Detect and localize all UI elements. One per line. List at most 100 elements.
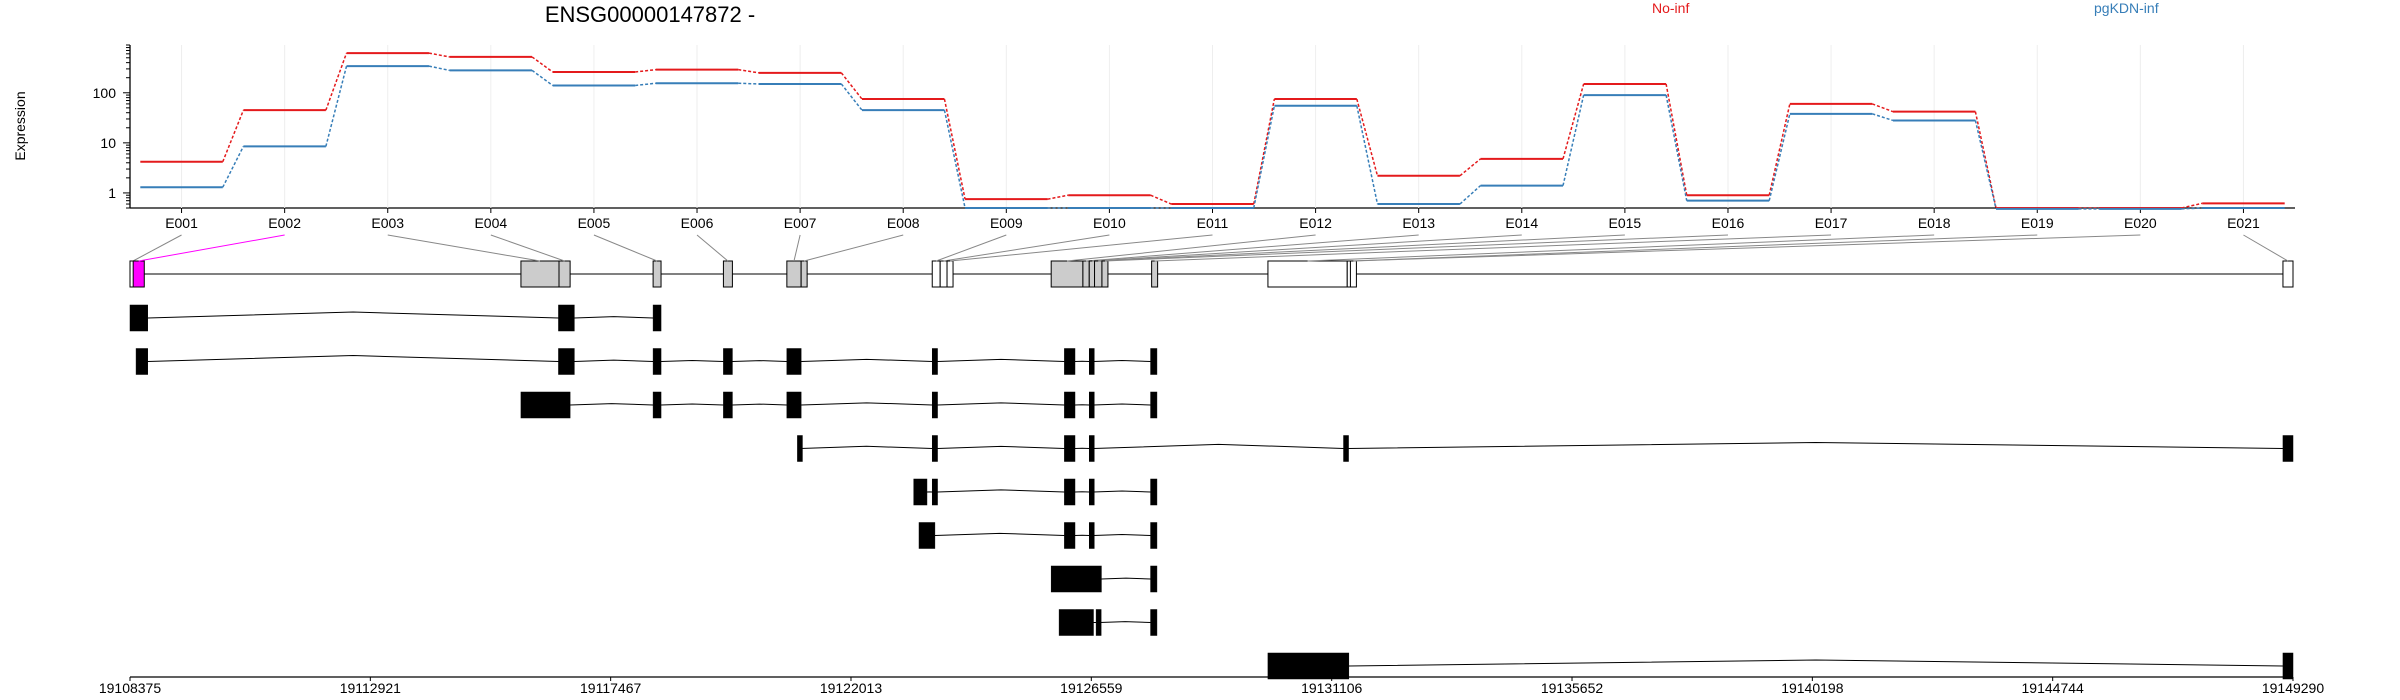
transcript-exon: [1064, 348, 1076, 375]
gene-model-exon: [1101, 260, 1109, 288]
series-0-connector: [1253, 98, 1276, 205]
genomic-tick-label: 19140198: [1781, 680, 1844, 696]
transcript-exon: [931, 435, 938, 462]
gene-model-exon: [652, 260, 662, 288]
exon-tick-label: E002: [268, 215, 301, 231]
series-0-connector: [2181, 202, 2203, 209]
legend-no-inf: No-inf: [1652, 0, 1690, 16]
exon-connector-line: [1092, 234, 1522, 262]
transcript-intron: [1348, 441, 2283, 449]
transcript-exon: [913, 478, 928, 506]
exon-connector-line: [1066, 234, 1316, 262]
series-0-connector: [635, 68, 656, 73]
gene-model-exon: [1349, 260, 1357, 288]
series-0-connector: [1768, 103, 1791, 196]
transcript-intron: [937, 489, 1065, 493]
exon-tick-label: E010: [1093, 215, 1126, 231]
series-0-connector: [1974, 111, 1997, 209]
transcript-exon: [652, 391, 662, 419]
series-1-connector: [1356, 105, 1379, 205]
transcript-exon: [2282, 652, 2294, 680]
transcript-exon: [723, 391, 733, 419]
series-1-connector: [222, 146, 245, 188]
exon-connector-line: [1307, 234, 1935, 262]
transcript-intron: [937, 445, 1065, 449]
exon-tick-label: E017: [1815, 215, 1848, 231]
exon-tick-label: E005: [578, 215, 611, 231]
series-0-connector: [1665, 83, 1688, 196]
exon-tick-label: E009: [990, 215, 1023, 231]
exon-tick-label: E003: [371, 215, 404, 231]
transcript-exon: [1064, 391, 1076, 419]
series-1-connector: [738, 82, 759, 85]
gene-model-exon: [931, 260, 941, 288]
transcript-intron: [801, 358, 933, 362]
gene-model-exon: [786, 260, 802, 288]
exon-connector-line: [1104, 234, 1728, 262]
transcript-intron: [732, 403, 787, 406]
transcript-intron: [574, 359, 654, 362]
series-1-connector: [428, 65, 450, 72]
transcript-exon: [129, 304, 148, 332]
transcript-intron: [661, 403, 724, 406]
y-tick-label: 10: [100, 135, 116, 151]
transcript-exon: [135, 348, 148, 375]
exon-connector-line: [387, 234, 541, 262]
transcript-exon: [1088, 391, 1095, 419]
series-1-connector: [1768, 113, 1791, 201]
exon-tick-label: E012: [1299, 215, 1332, 231]
legend-pgkdn-inf: pgKDN-inf: [2094, 0, 2159, 16]
transcript-exon: [1088, 435, 1095, 462]
transcript-intron: [1099, 621, 1151, 623]
transcript-intron: [1093, 490, 1151, 493]
exon-tick-label: E004: [474, 215, 507, 231]
exon-tick-label: E020: [2124, 215, 2157, 231]
transcript-intron: [1093, 360, 1151, 362]
transcript-exon: [1150, 565, 1158, 593]
exon-connector-line: [1098, 234, 1625, 262]
exon-connector-line: [1350, 234, 2038, 262]
gene-model-exon: [520, 260, 560, 288]
chart-title: ENSG00000147872 -: [544, 2, 756, 27]
series-0-connector: [222, 109, 245, 162]
transcript-exon: [558, 304, 575, 332]
series-1-connector: [325, 65, 348, 147]
genomic-tick-label: 19112921: [340, 680, 401, 696]
series-1-connector: [943, 109, 966, 209]
transcript-exon: [797, 435, 803, 462]
transcript-intron: [574, 316, 654, 319]
series-1-connector: [1665, 94, 1688, 201]
genomic-tick-label: 19149290: [2262, 680, 2325, 696]
transcript-intron: [800, 445, 933, 449]
transcript-exon: [1088, 478, 1095, 506]
genomic-tick-label: 19117467: [580, 680, 641, 696]
transcript-exon: [1150, 391, 1158, 419]
series-1-connector: [635, 82, 656, 87]
transcript-exon: [723, 348, 733, 375]
transcript-exon: [786, 348, 802, 375]
exon-tick-label: E013: [1402, 215, 1435, 231]
transcript-intron: [661, 359, 724, 362]
series-0-connector: [840, 72, 863, 100]
genomic-tick-label: 19126559: [1060, 680, 1123, 696]
transcript-exon: [931, 391, 938, 419]
transcript-exon: [1064, 478, 1076, 506]
exon-tick-label: E016: [1712, 215, 1745, 231]
y-tick-label: 1: [108, 185, 116, 201]
exon-connector-line: [804, 234, 904, 262]
exon-connector-line: [1353, 234, 2141, 262]
series-0-connector: [943, 98, 966, 200]
exon-tick-label: E001: [165, 215, 198, 231]
transcript-intron: [801, 402, 933, 406]
exon-tick-label: E011: [1197, 215, 1229, 231]
transcript-intron: [934, 532, 1065, 536]
transcript-exon: [1058, 609, 1094, 636]
transcript-intron: [1348, 659, 2283, 667]
transcript-exon: [1064, 522, 1076, 549]
exon-tick-label: E015: [1609, 215, 1642, 231]
exon-connector-line: [949, 234, 1213, 262]
exon-connector-line: [1154, 234, 1832, 262]
exon-connector-line: [138, 234, 285, 262]
transcript-intron: [147, 354, 559, 362]
exon-tick-label: E014: [1505, 215, 1538, 231]
